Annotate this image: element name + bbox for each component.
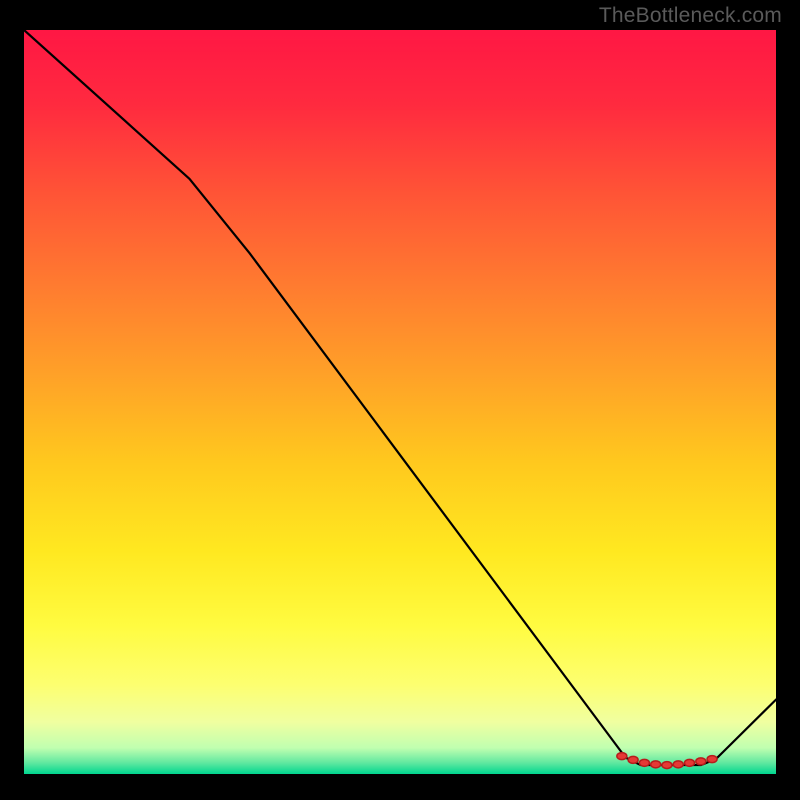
marker-point bbox=[662, 762, 672, 769]
marker-point bbox=[673, 761, 683, 768]
marker-point bbox=[651, 761, 661, 768]
chart-svg bbox=[24, 30, 776, 774]
marker-point bbox=[685, 759, 695, 766]
marker-point bbox=[628, 756, 638, 763]
marker-point bbox=[696, 758, 706, 765]
marker-point bbox=[617, 753, 627, 760]
watermark: TheBottleneck.com bbox=[599, 4, 782, 28]
marker-point bbox=[707, 756, 717, 763]
marker-point bbox=[639, 759, 649, 766]
chart-plot-area bbox=[24, 30, 776, 774]
heat-background bbox=[24, 30, 776, 774]
